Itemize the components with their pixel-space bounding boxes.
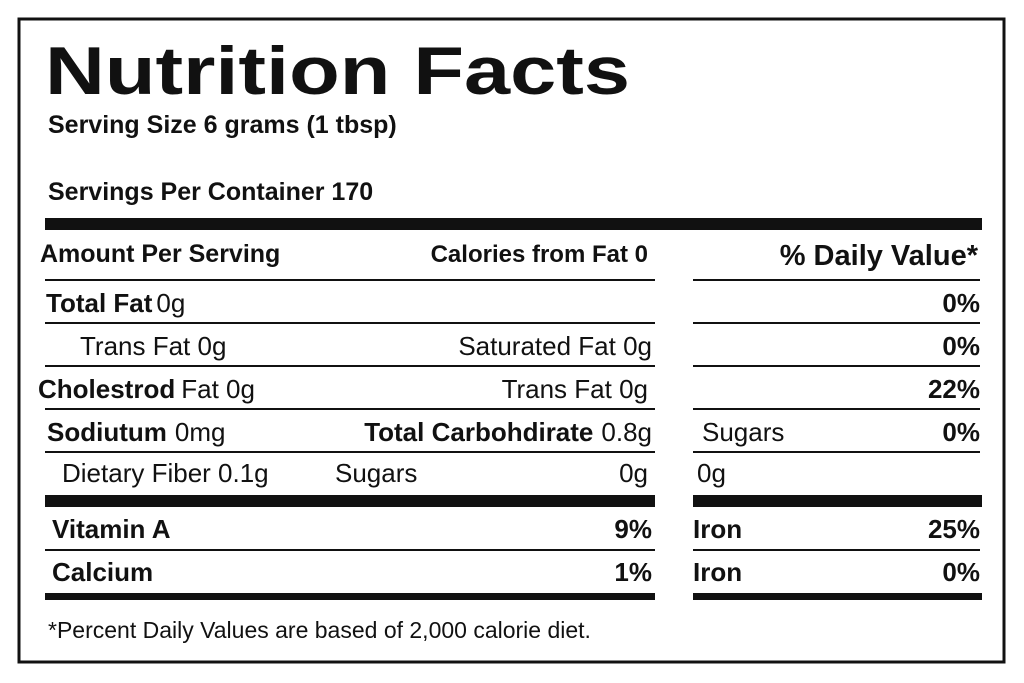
row-left: Total Fat 0g	[46, 288, 185, 318]
vitamin-name: Vitamin A	[52, 514, 171, 544]
nutrient: Total Fat	[46, 288, 153, 318]
vitamin-name: Calcium	[52, 557, 153, 587]
thick-rule	[693, 495, 982, 507]
amount: 0mg	[175, 417, 226, 447]
middle: Saturated Fat 0g	[458, 331, 652, 361]
amount: Fat 0g	[181, 374, 255, 404]
daily-value: 0%	[942, 417, 980, 447]
row-rules	[45, 279, 980, 453]
middle: Total Carbohdirate	[364, 417, 593, 447]
middle-amount: 0g	[619, 458, 648, 488]
vitamin-side-name: Iron	[693, 557, 742, 587]
daily-value: 22%	[928, 374, 980, 404]
nutrient: Dietary Fiber 0.1g	[62, 458, 269, 488]
calories-from-fat: Calories from Fat 0	[431, 241, 648, 268]
side: Sugars	[702, 417, 784, 447]
vitamin-side-dv: 25%	[928, 514, 980, 544]
nutrient: Cholestrod	[38, 374, 175, 404]
daily-value-header: % Daily Value*	[780, 240, 979, 272]
daily-value: 0%	[942, 288, 980, 318]
amount: 0g	[156, 288, 185, 318]
vitamin-side-name: Iron	[693, 514, 742, 544]
middle: Sugars	[335, 458, 417, 488]
nutrient: Trans Fat 0g	[80, 331, 226, 361]
footnote: *Percent Daily Values are based of 2,000…	[48, 617, 591, 643]
thick-rule	[45, 495, 655, 507]
amount-per-serving: Amount Per Serving	[40, 240, 280, 268]
row-left: Cholestrod Fat 0g	[38, 374, 255, 404]
thick-rule	[45, 593, 655, 600]
label-border	[17, 17, 1006, 664]
vitamin-side-dv: 0%	[942, 557, 980, 587]
nutrient: Sodiutum	[47, 417, 167, 447]
vitamin-dv: 1%	[614, 557, 652, 587]
side: 0g	[697, 458, 726, 488]
row-middle: Total Carbohdirate 0.8g	[364, 417, 652, 447]
thick-rule	[45, 218, 982, 230]
title: Nutrition Facts	[45, 33, 630, 109]
thick-rule	[693, 593, 982, 600]
daily-value: 0%	[942, 331, 980, 361]
middle: Trans Fat 0g	[502, 374, 648, 404]
row-left: Sodiutum 0mg	[47, 417, 225, 447]
serving-size: Serving Size 6 grams (1 tbsp)	[48, 111, 397, 139]
servings-per-container: Servings Per Container 170	[48, 178, 373, 206]
vitamin-dv: 9%	[614, 514, 652, 544]
middle-amount: 0.8g	[601, 417, 652, 447]
